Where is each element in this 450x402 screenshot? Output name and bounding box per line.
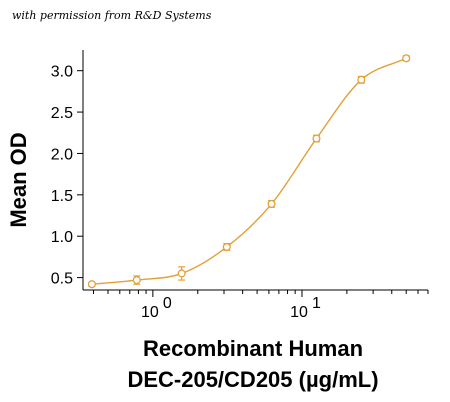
y-tick-label: 3.0 [51, 64, 73, 81]
y-tick-label: 1.5 [51, 188, 73, 205]
chart-axes [82, 50, 428, 291]
data-point [402, 54, 411, 63]
fit-curve [91, 57, 407, 285]
fit-curve-group [91, 57, 407, 285]
y-axis-title: Mean OD [6, 132, 31, 227]
x-tick-label: 10 [141, 304, 159, 321]
data-point [267, 199, 276, 208]
x-tick-label: 10 [290, 304, 308, 321]
y-tick-label: 2.0 [51, 146, 73, 163]
x-tick-exponent: 1 [312, 295, 321, 312]
x-tick-exponent: 0 [163, 295, 172, 312]
x-axis-title-line2: DEC-205/CD205 (µg/mL) [127, 367, 378, 392]
y-tick-label: 0.5 [51, 271, 73, 288]
y-tick-label: 1.0 [51, 229, 73, 246]
data-point [312, 134, 321, 143]
data-point [87, 280, 96, 289]
data-points [87, 54, 411, 289]
credit-text: with permission from R&D Systems [12, 9, 212, 22]
x-axis-title-line1: Recombinant Human [143, 336, 363, 361]
data-point [177, 269, 186, 278]
y-tick-label: 2.5 [51, 105, 73, 122]
data-point [357, 75, 366, 84]
data-point [132, 276, 141, 285]
data-point [222, 242, 231, 252]
